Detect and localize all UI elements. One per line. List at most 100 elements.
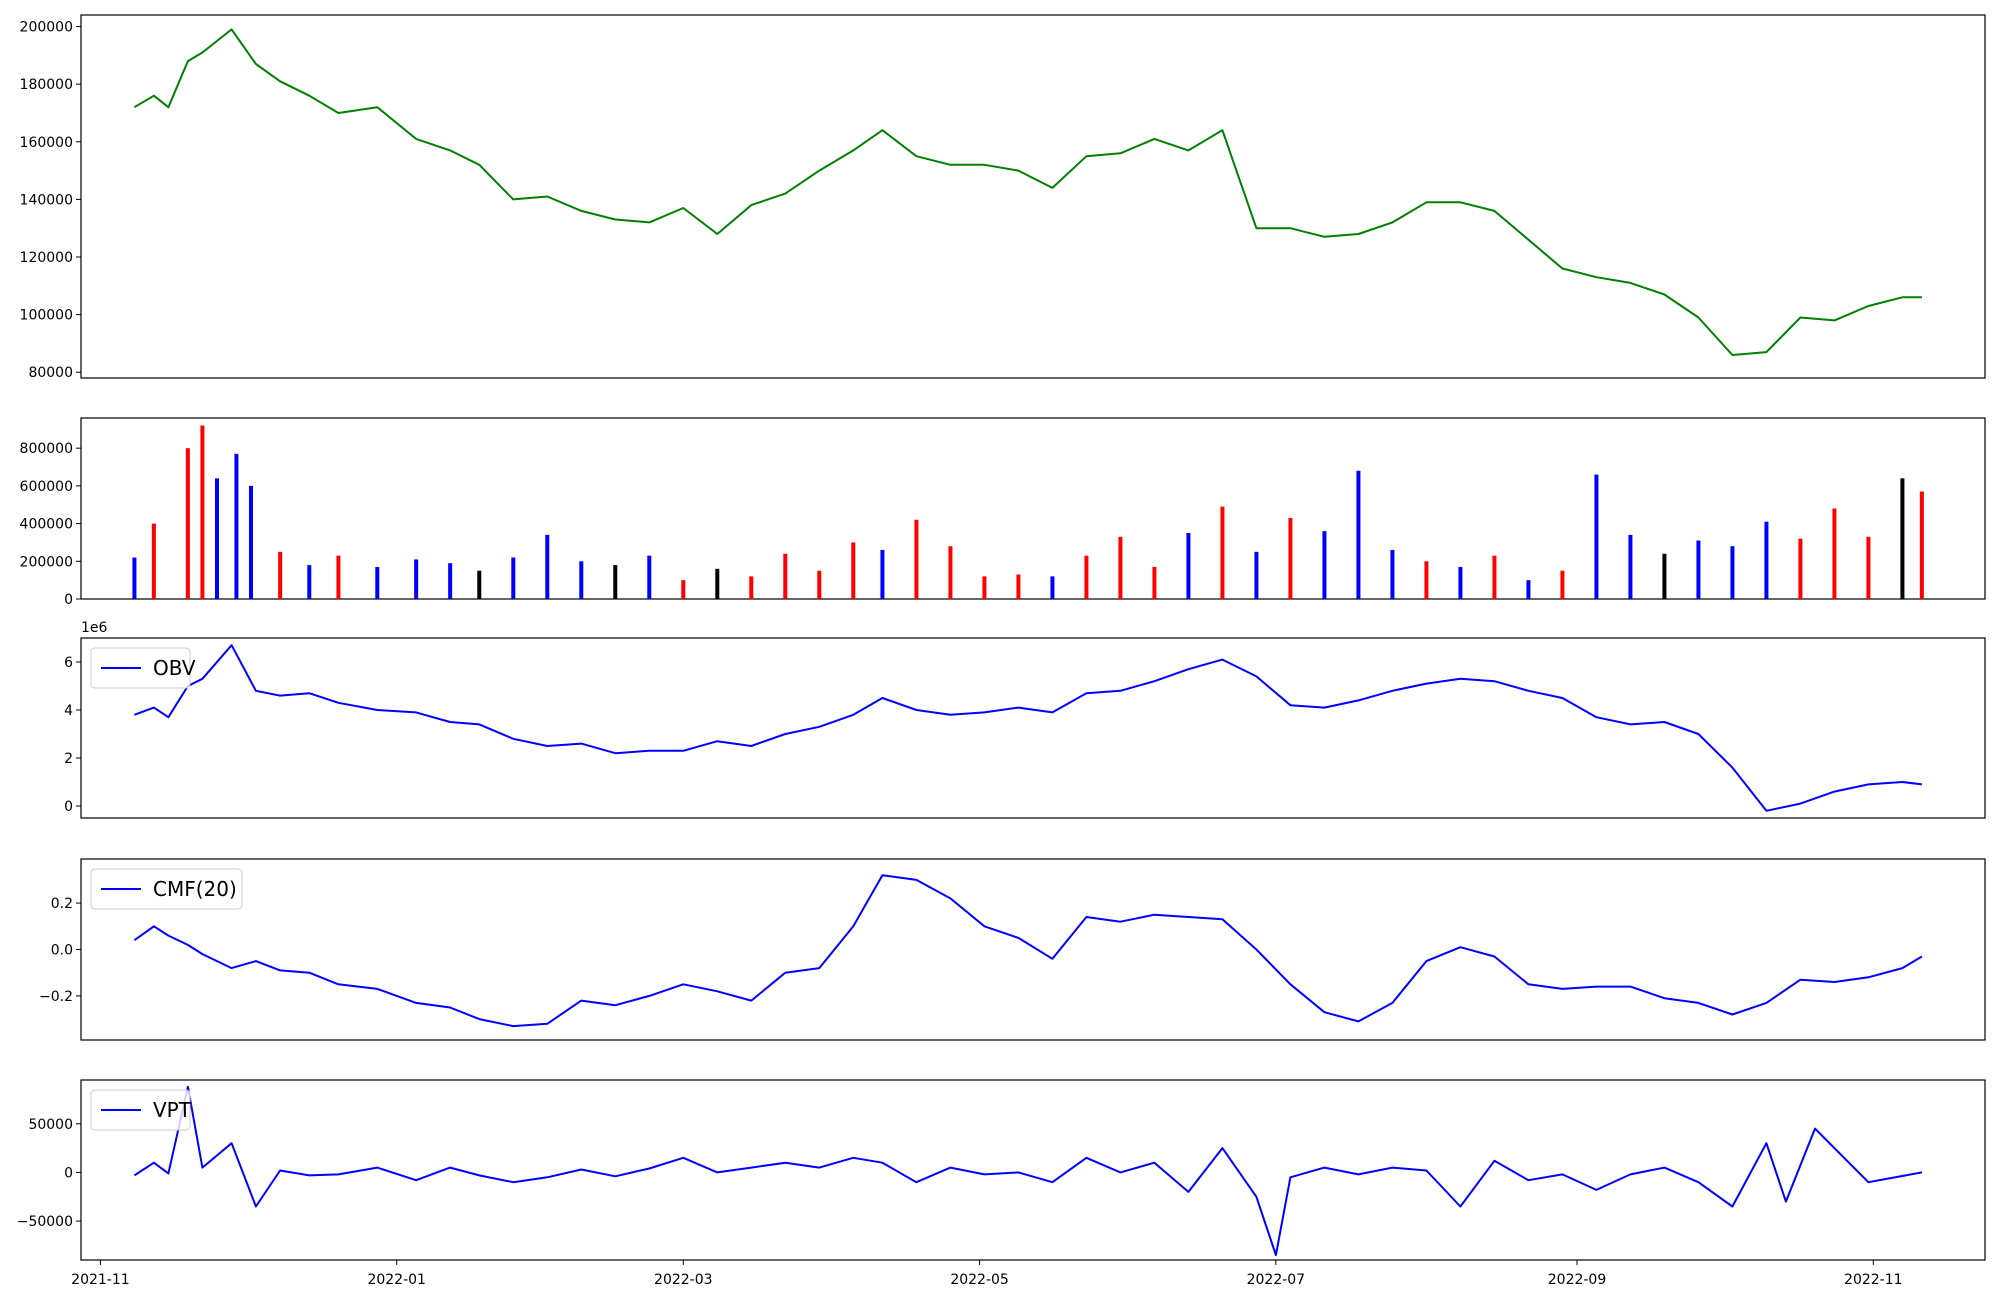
- volume-bar: [1526, 580, 1531, 599]
- xtick-label: 2022-09: [1548, 1272, 1607, 1288]
- volume-bar: [1050, 576, 1055, 599]
- cmf-axes-frame: [80, 858, 1986, 1041]
- volume-bar: [1084, 555, 1089, 599]
- volume-ytick-label: 800000: [20, 441, 73, 457]
- volume-bar: [647, 555, 652, 599]
- volume-bar: [880, 549, 885, 599]
- volume-bar: [1356, 470, 1361, 599]
- volume-bar: [783, 553, 788, 599]
- price-ytick-label: 140000: [20, 192, 73, 208]
- vpt-ytick-label: 0: [64, 1165, 73, 1181]
- volume-bar: [545, 534, 550, 599]
- volume-bar: [982, 576, 987, 599]
- price-ytick-label: 160000: [20, 135, 73, 151]
- xtick-label: 2022-11: [1844, 1272, 1903, 1288]
- cmf-line: [133, 874, 1923, 1028]
- volume-bar: [749, 576, 754, 599]
- volume-ytick-label: 0: [64, 592, 73, 608]
- volume-bar: [579, 561, 584, 599]
- volume-bar: [336, 555, 341, 599]
- volume-bar: [278, 551, 283, 599]
- xtick-label: 2022-05: [950, 1272, 1009, 1288]
- cmf-legend-label: CMF(20): [153, 877, 237, 901]
- volume-bar: [1696, 540, 1701, 599]
- price-line: [133, 28, 1922, 356]
- volume-bar: [1832, 508, 1837, 599]
- volume-bar: [1628, 534, 1633, 599]
- obv-ytick-label: 4: [64, 703, 73, 719]
- volume-bar: [132, 557, 137, 599]
- volume-ytick-label: 600000: [20, 479, 73, 495]
- cmf-ytick-label: −0.2: [39, 989, 73, 1005]
- volume-bar: [185, 448, 190, 599]
- volume-bar: [1730, 546, 1735, 599]
- price-axes-frame: [80, 14, 1986, 379]
- volume-bar: [715, 568, 720, 599]
- volume-bar: [851, 542, 856, 599]
- volume-ytick-label: 400000: [20, 517, 73, 533]
- volume-bar: [1866, 536, 1871, 599]
- price-ytick-label: 100000: [20, 308, 73, 324]
- xtick-label: 2021-11: [71, 1272, 130, 1288]
- xtick-label: 2022-01: [367, 1272, 426, 1288]
- obv-ytick-label: 0: [64, 799, 73, 815]
- volume-bar: [1186, 533, 1191, 599]
- price-ytick-label: 180000: [20, 77, 73, 93]
- obv-scale-label: 1e6: [81, 620, 108, 636]
- volume-bar: [307, 565, 312, 599]
- volume-bar: [249, 485, 253, 599]
- volume-bar: [1288, 517, 1293, 599]
- cmf-ytick-label: 0.2: [51, 896, 73, 912]
- price-ytick-label: 120000: [20, 250, 73, 266]
- volume-bar: [613, 565, 618, 599]
- volume-bar: [1254, 551, 1259, 599]
- volume-bar: [1390, 549, 1395, 599]
- volume-bar: [215, 478, 219, 599]
- xtick-label: 2022-07: [1247, 1272, 1306, 1288]
- volume-bar: [1798, 538, 1803, 599]
- volume-ytick-label: 200000: [20, 554, 73, 570]
- volume-bar: [914, 519, 919, 599]
- vpt-axes-frame: [80, 1079, 1986, 1261]
- volume-bar: [817, 570, 822, 599]
- volume-bar: [1220, 506, 1225, 599]
- volume-bar: [1152, 566, 1157, 599]
- vpt-ytick-label: 50000: [28, 1117, 73, 1133]
- volume-bar: [1118, 536, 1123, 599]
- obv-axes-frame: [80, 637, 1986, 819]
- vpt-legend-label: VPT: [153, 1098, 192, 1122]
- volume-bar: [1662, 553, 1667, 599]
- cmf-legend-box: [90, 868, 243, 910]
- volume-bar: [1016, 574, 1021, 599]
- volume-bar: [200, 425, 205, 599]
- volume-bar: [1458, 566, 1463, 599]
- price-ytick-label: 80000: [28, 365, 73, 381]
- volume-bar: [1900, 478, 1905, 599]
- volume-bar: [1322, 531, 1327, 599]
- vpt-ytick-label: −50000: [17, 1214, 73, 1230]
- cmf-ytick-label: 0.0: [51, 943, 73, 959]
- obv-legend-label: OBV: [153, 656, 196, 680]
- volume-bar: [1424, 561, 1429, 599]
- volume-bar: [1492, 555, 1497, 599]
- volume-bar: [151, 523, 156, 599]
- volume-bar: [375, 566, 380, 599]
- obv-ytick-label: 6: [64, 655, 73, 671]
- volume-bar: [948, 546, 953, 599]
- volume-bar: [477, 570, 482, 599]
- price-ytick-label: 200000: [20, 20, 73, 36]
- volume-axes-frame: [80, 417, 1986, 600]
- volume-bar: [1560, 570, 1565, 599]
- volume-bar: [681, 580, 686, 599]
- volume-bar: [511, 557, 516, 599]
- obv-line: [134, 644, 1923, 812]
- volume-bar: [234, 453, 239, 599]
- volume-bar: [1919, 491, 1924, 599]
- volume-bar: [1764, 521, 1769, 599]
- volume-bar: [448, 563, 453, 599]
- xtick-label: 2022-03: [654, 1272, 713, 1288]
- volume-bar: [1594, 474, 1599, 599]
- obv-ytick-label: 2: [64, 751, 73, 767]
